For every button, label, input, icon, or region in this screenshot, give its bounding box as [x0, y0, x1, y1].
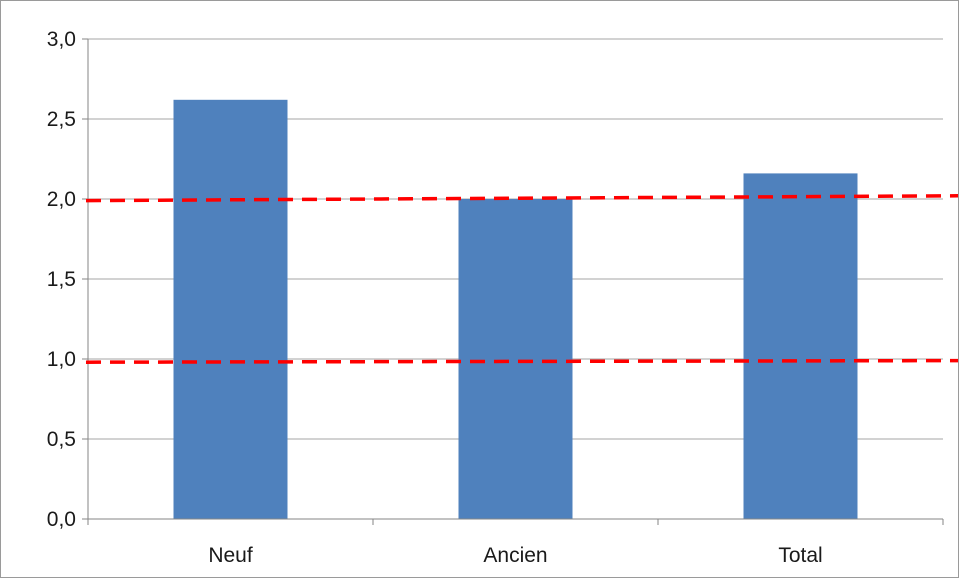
- y-tick-label: 0,5: [47, 428, 76, 451]
- y-tick-label: 2,5: [47, 108, 76, 131]
- y-tick-label: 1,5: [47, 268, 76, 291]
- reference-lines: [85, 194, 958, 364]
- bar-neuf: [173, 99, 288, 520]
- x-category-label: Total: [778, 544, 822, 567]
- reference-line: [85, 194, 958, 203]
- bars: [173, 99, 858, 520]
- reference-line: [85, 358, 958, 364]
- labels: 0,0 0,5 1,0 1,5 2,0 2,5 3,0 Neuf Ancien Total: [47, 28, 823, 567]
- x-category-label: Ancien: [483, 544, 547, 567]
- axes: [82, 38, 944, 525]
- y-tick-label: 3,0: [47, 28, 76, 51]
- y-tick-label: 2,0: [47, 188, 76, 211]
- bar-total: [743, 173, 858, 519]
- y-tick-label: 1,0: [47, 348, 76, 371]
- bar-ancien: [458, 199, 573, 519]
- x-category-label: Neuf: [208, 544, 253, 567]
- y-tick-label: 0,0: [47, 508, 76, 531]
